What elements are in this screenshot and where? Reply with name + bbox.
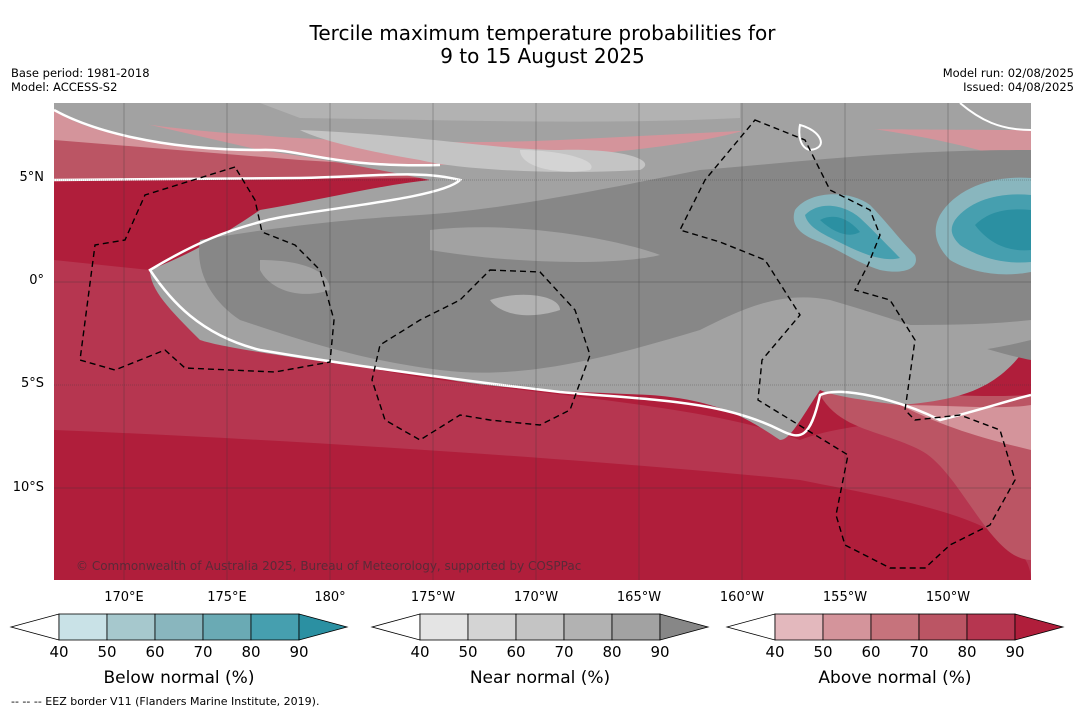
lat-label-5s: 5°S [20,376,44,391]
above-tick-40: 40 [765,643,785,661]
map-field [54,103,1031,580]
below-tick-60: 60 [145,643,165,661]
base-period: Base period: 1981-2018 [11,66,150,80]
lon-label-150w: 150°W [925,590,971,605]
below-tick-40: 40 [49,643,69,661]
map-title: Tercile maximum temperature probabilitie… [0,22,1085,68]
colorbar-near [370,613,710,641]
near-mid-patch-2 [260,260,330,294]
probability-map [54,103,1031,580]
near-normal-label: Near normal (%) [469,668,611,688]
boundary-line-main [54,173,1031,437]
below-patch-east-deep [975,209,1031,251]
below-tick-50: 50 [97,643,117,661]
below-tick-90: 90 [289,643,309,661]
below-tick-70: 70 [193,643,213,661]
above-tick-80: 80 [957,643,977,661]
below-normal-label: Below normal (%) [103,668,255,688]
near-mid-patch-3 [490,294,560,316]
title-line-2: 9 to 15 August 2025 [440,44,645,68]
lon-label-155w: 155°W [822,590,868,605]
lon-label-175e: 175°E [207,590,247,605]
lon-label-170e: 170°E [104,590,144,605]
lon-label-180: 180° [314,590,346,605]
near-mid-patch-1 [430,227,660,262]
eez-tokelau [371,269,591,441]
near-light-north [260,103,740,122]
boundary-line-north [54,108,441,167]
above-tick-90: 90 [1005,643,1025,661]
below-patch-west-deep [820,216,860,235]
lat-label-10s: 10°S [12,480,44,495]
above-tick-70: 70 [909,643,929,661]
model-run: Model run: 02/08/2025 [942,66,1074,80]
near-tick-50: 50 [458,643,478,661]
title-line-1: Tercile maximum temperature probabilitie… [309,21,776,45]
lat-label-5n: 5°N [19,170,45,185]
lon-label-170w: 170°W [513,590,559,605]
colorbars [9,613,1065,641]
above-normal-label: Above normal (%) [818,668,972,688]
above-band-south-deep [54,430,1031,580]
near-tick-70: 70 [554,643,574,661]
boundary-line-ne2 [959,103,1031,131]
colorbar-below [9,613,349,641]
near-tick-40: 40 [410,643,430,661]
lon-label-165w: 165°W [616,590,662,605]
meta-left: Base period: 1981-2018 Model: ACCESS-S2 [11,66,150,94]
eez-kiribati-east [679,119,1016,569]
near-light-patch-2 [520,150,592,172]
lat-label-0: 0° [29,273,44,288]
below-tick-80: 80 [241,643,261,661]
model-name: Model: ACCESS-S2 [11,80,118,94]
eez-tuvalu-kiribati [79,166,335,373]
issued-date: Issued: 04/08/2025 [963,80,1074,94]
above-tick-60: 60 [861,643,881,661]
eez-note: -- -- -- EEZ border V11 (Flanders Marine… [11,695,320,708]
meta-right: Model run: 02/08/2025 Issued: 04/08/2025 [943,66,1074,94]
graticule [54,103,1031,580]
near-tick-60: 60 [506,643,526,661]
eez-borders [79,119,1016,569]
colorbar-above [725,613,1065,641]
near-tick-90: 90 [650,643,670,661]
near-mid-patch-4 [800,320,1031,357]
copyright-notice: © Commonwealth of Australia 2025, Bureau… [76,559,582,573]
lon-label-160w: 160°W [719,590,765,605]
near-tick-80: 80 [602,643,622,661]
lon-label-175w: 175°W [410,590,456,605]
above-tick-50: 50 [813,643,833,661]
